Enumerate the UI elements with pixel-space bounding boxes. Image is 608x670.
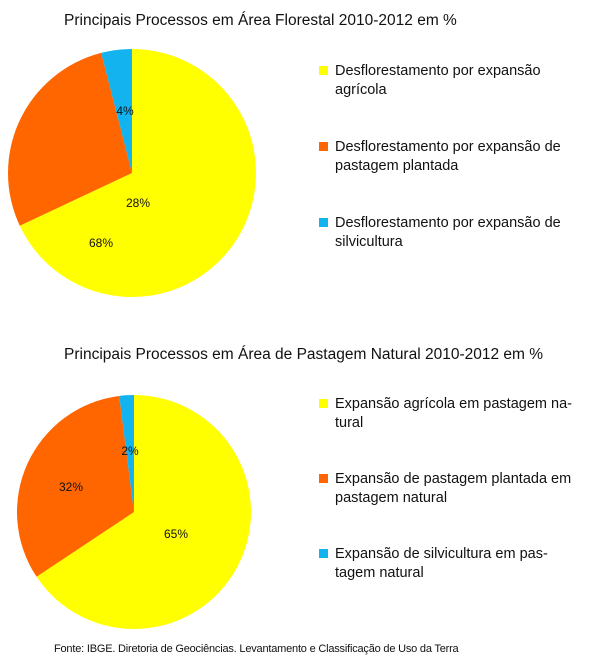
legend-swatch bbox=[319, 218, 328, 227]
pie-label-1-primary: 68% bbox=[89, 236, 113, 250]
legend-label-line: pastagem natural bbox=[335, 490, 448, 506]
legend-label-line: Expansão de pastagem plantada em bbox=[335, 471, 572, 487]
source-note: Fonte: IBGE. Diretoria de Geociências. L… bbox=[54, 643, 459, 655]
pie-slice-1-tertiary bbox=[101, 49, 132, 173]
pie-chart-florestal: 68% 28% 4% bbox=[8, 49, 256, 297]
pie-chart-pastagem-natural: 65% 32% 2% bbox=[16, 395, 251, 629]
legend-item-1-secondary: Desflorestamento por expansão de pastagem… bbox=[319, 138, 604, 176]
legend-label-line: Expansão agrícola em pastagem na- bbox=[335, 396, 572, 412]
legend-label-line: Desflorestamento por expansão bbox=[335, 63, 541, 79]
legend-label-line: Expansão de silvicultura em pas- bbox=[335, 546, 548, 562]
legend-florestal: Desflorestamento por expansão agrícola Des… bbox=[319, 62, 604, 252]
legend-swatch bbox=[319, 549, 328, 558]
legend-label-line: tural bbox=[335, 415, 364, 431]
legend-label-line: pastagem plantada bbox=[335, 158, 459, 174]
pie-slice-2-tertiary bbox=[119, 395, 134, 512]
pie-label-1-secondary: 28% bbox=[126, 196, 150, 210]
legend-label-line: tagem natural bbox=[335, 565, 424, 581]
pie-slice-2-secondary bbox=[16, 395, 134, 577]
legend-label-line: Desflorestamento por expansão de bbox=[335, 139, 561, 155]
legend-item-2-tertiary: Expansão de silvicultura em pas-tagem na… bbox=[319, 545, 604, 583]
pie-label-2-secondary: 32% bbox=[59, 480, 83, 494]
chart-title-pastagem-natural: Principais Processos em Área de Pastagem… bbox=[64, 346, 544, 363]
legend-item-1-primary: Desflorestamento por expansão agrícola bbox=[319, 62, 604, 100]
pie-label-2-tertiary: 2% bbox=[121, 444, 139, 458]
pie-slice-1-primary bbox=[19, 49, 256, 297]
chart-title-florestal: Principais Processos em Área Florestal 2… bbox=[64, 12, 457, 29]
legend-item-2-secondary: Expansão de pastagem plantada em pastagem… bbox=[319, 470, 604, 508]
legend-label-line: agrícola bbox=[335, 82, 387, 98]
legend-pastagem-natural: Expansão agrícola em pastagem na-tural Ex… bbox=[319, 395, 604, 583]
pie-slice-2-primary bbox=[36, 395, 251, 629]
legend-label-line: silvicultura bbox=[335, 234, 403, 250]
legend-swatch bbox=[319, 399, 328, 408]
pie-label-1-tertiary: 4% bbox=[116, 104, 134, 118]
legend-item-1-tertiary: Desflorestamento por expansão de silvicul… bbox=[319, 214, 604, 252]
pie-slice-1-secondary bbox=[8, 52, 132, 226]
legend-label-line: Desflorestamento por expansão de bbox=[335, 215, 561, 231]
legend-swatch bbox=[319, 142, 328, 151]
legend-swatch bbox=[319, 66, 328, 75]
pie-label-2-primary: 65% bbox=[164, 527, 188, 541]
legend-swatch bbox=[319, 474, 328, 483]
legend-item-2-primary: Expansão agrícola em pastagem na-tural bbox=[319, 395, 604, 433]
